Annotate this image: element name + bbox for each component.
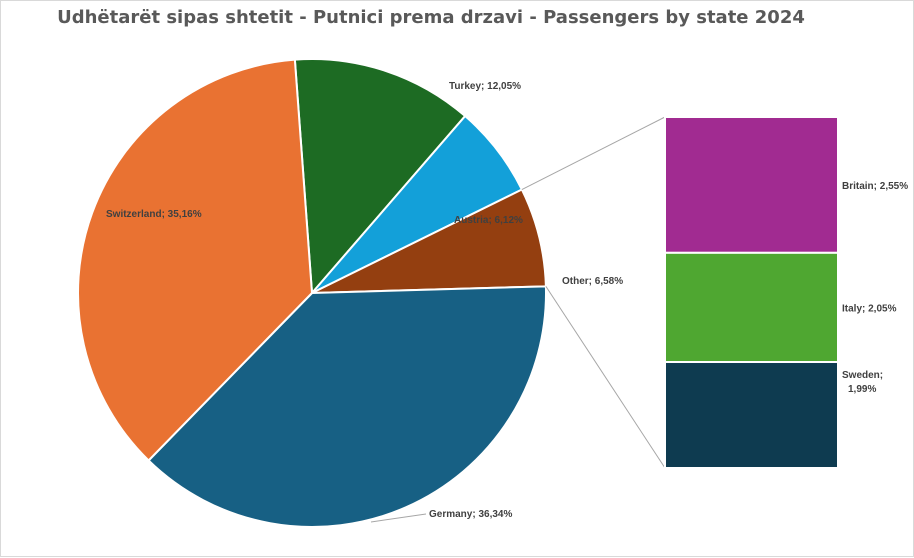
data-label-italy: Italy; 2,05% bbox=[842, 303, 897, 314]
chart-title: Udhëtarët sipas shtetit - Putnici prema … bbox=[57, 7, 805, 28]
pie-slice-turkey bbox=[293, 58, 467, 296]
data-label-austria: Austria; 6,12% bbox=[454, 215, 523, 226]
pie-slice-switzerland bbox=[77, 58, 314, 462]
data-label-switzerland: Switzerland; 35,16% bbox=[106, 209, 202, 220]
pie-slice-germany bbox=[147, 285, 547, 528]
bar-segment-britain bbox=[664, 116, 839, 254]
data-label-sweden: Sweden; 1,99% bbox=[842, 370, 883, 395]
connector-line-bottom bbox=[545, 286, 666, 469]
label-leader-germany bbox=[370, 513, 427, 523]
data-label-britain: Britain; 2,55% bbox=[842, 181, 908, 192]
connector-line-top bbox=[521, 116, 666, 190]
bar-segment-sweden bbox=[664, 361, 839, 470]
data-label-turkey: Turkey; 12,05% bbox=[449, 81, 521, 92]
data-label-germany: Germany; 36,34% bbox=[429, 509, 512, 520]
data-label-other: Other; 6,58% bbox=[562, 276, 623, 287]
bar-segment-italy bbox=[664, 251, 839, 364]
